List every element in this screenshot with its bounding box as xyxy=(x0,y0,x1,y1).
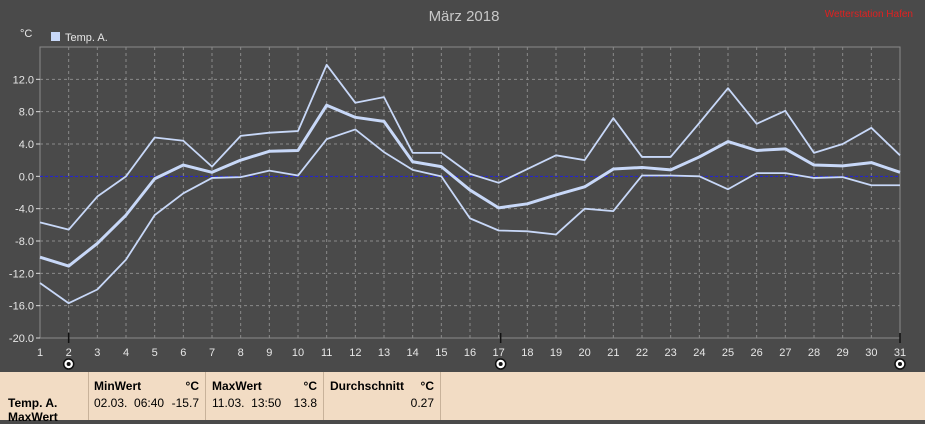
x-tick-label: 31 xyxy=(894,347,906,359)
legend-swatch xyxy=(51,32,60,41)
series-line-max xyxy=(39,63,901,231)
stats-row-maxwert-label: MaxWert xyxy=(8,410,58,424)
x-tick-label: 25 xyxy=(722,347,734,359)
min-datetime: 02.03. 06:40 xyxy=(94,396,165,410)
stats-min: MinWert °C 02.03. 06:40 -15.7 xyxy=(89,372,205,420)
x-tick-label: 28 xyxy=(808,347,820,359)
x-tick-label: 5 xyxy=(152,347,158,359)
divider xyxy=(205,372,206,420)
grid xyxy=(40,47,900,339)
min-value: -15.7 xyxy=(171,396,199,410)
x-tick-label: 30 xyxy=(865,347,877,359)
x-tick-label: 13 xyxy=(378,347,390,359)
y-tick-label: -4.0 xyxy=(15,204,34,216)
x-tick-label: 10 xyxy=(292,347,304,359)
x-tick-label: 22 xyxy=(636,347,648,359)
day-marker-dot xyxy=(66,362,71,366)
y-tick-label: 8.0 xyxy=(19,107,34,119)
day-markers xyxy=(62,333,906,370)
x-tick-label: 3 xyxy=(94,347,100,359)
max-datetime: 11.03. 13:50 xyxy=(212,396,282,410)
y-tick-label: -16.0 xyxy=(9,301,34,313)
x-tick-label: 18 xyxy=(521,347,533,359)
min-header: MinWert xyxy=(94,379,142,393)
x-tick-label: 15 xyxy=(435,347,447,359)
axes: -20.0-16.0-12.0-8.0-4.00.04.08.012.01 2 3 4… xyxy=(9,74,906,359)
x-tick-label: 20 xyxy=(579,347,591,359)
y-tick-label: 0.0 xyxy=(19,171,34,183)
x-tick-label: 14 xyxy=(407,347,419,359)
chart-title: März 2018 xyxy=(429,8,500,25)
station-brand: Wetterstation Hafen xyxy=(825,9,913,20)
x-tick-label: 12 xyxy=(349,347,361,359)
x-tick-label: 16 xyxy=(464,347,476,359)
stats-avg: Durchschnitt °C 0.27 xyxy=(324,372,440,420)
series xyxy=(39,63,901,305)
series-line-avg xyxy=(39,103,901,268)
legend-label: Temp. A. xyxy=(65,32,108,44)
x-tick-label: 24 xyxy=(693,347,705,359)
y-tick-label: 4.0 xyxy=(19,139,34,151)
x-tick-label: 21 xyxy=(607,347,619,359)
y-tick-label: -8.0 xyxy=(15,236,34,248)
x-tick-label: 2 xyxy=(66,347,72,359)
avg-header: Durchschnitt xyxy=(330,379,405,393)
x-tick-label: 6 xyxy=(180,347,186,359)
divider xyxy=(88,372,89,420)
x-tick-label: 4 xyxy=(123,347,129,359)
max-unit: °C xyxy=(303,379,317,393)
x-tick-label: 23 xyxy=(665,347,677,359)
min-unit: °C xyxy=(185,379,199,393)
divider xyxy=(323,372,324,420)
x-tick-label: 19 xyxy=(550,347,562,359)
stats-series-label: Temp. A. xyxy=(8,396,58,410)
y-tick-label: 12.0 xyxy=(13,74,34,86)
divider xyxy=(440,372,441,420)
max-value: 13.8 xyxy=(293,396,317,410)
x-tick-label: 7 xyxy=(209,347,215,359)
x-tick-label: 29 xyxy=(837,347,849,359)
y-axis-unit: °C xyxy=(20,28,32,40)
x-tick-label: 1 xyxy=(37,347,43,359)
chart-area: März 2018 Wetterstation Hafen °C Temp. A… xyxy=(9,8,913,370)
avg-unit: °C xyxy=(420,379,434,393)
day-marker-dot xyxy=(498,362,503,366)
max-header: MaxWert xyxy=(212,379,262,393)
stats-row-labels: Temp. A. MaxWert xyxy=(0,372,88,424)
x-tick-label: 26 xyxy=(751,347,763,359)
day-marker-dot xyxy=(898,362,902,366)
stats-max: MaxWert °C 11.03. 13:50 13.8 xyxy=(206,372,323,420)
x-tick-label: 11 xyxy=(321,347,332,359)
series-line-min xyxy=(39,128,900,305)
stats-panel: Temp. A. MaxWert MinWert °C 02.03. 06:40… xyxy=(0,372,925,424)
x-tick-label: 9 xyxy=(266,347,272,359)
x-tick-label: 8 xyxy=(238,347,244,359)
x-tick-label: 27 xyxy=(779,347,791,359)
avg-value: 0.27 xyxy=(410,396,434,410)
temperature-chart: März 2018 Wetterstation Hafen °C Temp. A… xyxy=(9,8,913,370)
x-tick-label: 17 xyxy=(493,347,505,359)
y-tick-label: -20.0 xyxy=(9,333,34,345)
y-tick-label: -12.0 xyxy=(9,268,34,280)
